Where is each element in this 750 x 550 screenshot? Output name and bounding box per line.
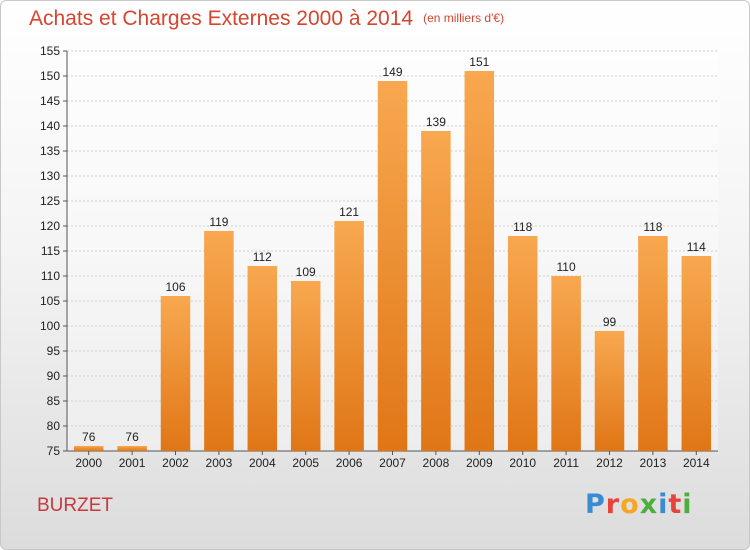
y-tick-label: 80 [47, 419, 61, 433]
bar [160, 296, 191, 451]
bar-value-label: 76 [125, 430, 139, 444]
y-tick-label: 155 [40, 44, 60, 58]
bar [247, 266, 278, 451]
y-tick-label: 100 [40, 319, 60, 333]
bar [464, 71, 495, 451]
logo-letter: P [585, 489, 606, 520]
bar-value-label: 149 [382, 65, 402, 79]
y-tick-label: 145 [40, 94, 60, 108]
logo-letter: t [668, 489, 683, 520]
bar [594, 331, 625, 451]
y-tick-label: 95 [47, 344, 61, 358]
x-tick-label: 2004 [249, 456, 276, 470]
x-tick-label: 2012 [596, 456, 623, 470]
bar-value-label: 151 [469, 55, 489, 69]
bar-value-label: 121 [339, 205, 359, 219]
bar [421, 131, 451, 451]
y-tick-label: 115 [41, 244, 60, 258]
x-tick-label: 2010 [509, 456, 536, 470]
bar [551, 276, 581, 451]
bar-value-label: 118 [643, 220, 662, 234]
y-tick-label: 135 [40, 144, 60, 158]
y-tick-label: 105 [40, 294, 60, 308]
chart-title-text: Achats et Charges Externes 2000 à 2014 [29, 7, 414, 30]
x-tick-label: 2011 [553, 456, 579, 470]
x-tick-label: 2008 [423, 456, 450, 470]
y-tick-label: 150 [40, 69, 60, 83]
bar [117, 446, 147, 451]
bar [507, 236, 538, 451]
bar [73, 446, 104, 451]
bar-value-label: 119 [209, 215, 228, 229]
bar-value-label: 118 [513, 220, 532, 234]
logo-letter: o [620, 489, 640, 520]
x-tick-label: 2000 [75, 456, 102, 470]
bar-value-label: 112 [253, 250, 272, 264]
bar-value-label: 110 [557, 260, 576, 274]
logo-letter: i [658, 489, 669, 520]
bar [334, 221, 364, 451]
y-tick-label: 140 [40, 119, 60, 133]
y-tick-label: 75 [47, 444, 61, 458]
proxiti-logo: Proxiti [585, 489, 693, 520]
town-name: BURZET [37, 495, 113, 516]
bar [377, 81, 408, 451]
bar-value-label: 114 [687, 240, 706, 254]
y-tick-label: 130 [40, 169, 60, 183]
x-tick-label: 2002 [162, 456, 189, 470]
y-tick-label: 85 [47, 394, 61, 408]
bar [638, 236, 668, 451]
logo-letter: i [682, 489, 693, 520]
bar-value-label: 106 [165, 280, 185, 294]
x-tick-label: 2009 [466, 456, 493, 470]
x-tick-label: 2014 [683, 456, 710, 470]
x-tick-label: 2013 [640, 456, 667, 470]
y-tick-label: 125 [40, 194, 60, 208]
y-tick-label: 90 [47, 369, 61, 383]
x-tick-label: 2007 [379, 456, 406, 470]
x-tick-label: 2005 [292, 456, 319, 470]
chart-title: Achats et Charges Externes 2000 à 2014 (e… [29, 7, 504, 31]
x-tick-label: 2006 [336, 456, 363, 470]
bar-value-label: 99 [603, 315, 617, 329]
bar-value-label: 109 [296, 265, 316, 279]
x-tick-label: 2001 [119, 456, 146, 470]
x-tick-label: 2003 [206, 456, 233, 470]
bar-value-label: 139 [426, 115, 446, 129]
bar [290, 281, 321, 451]
bar [681, 256, 712, 451]
y-tick-label: 110 [41, 269, 60, 283]
bar [204, 231, 234, 451]
logo-letter: r [605, 489, 621, 520]
bar-value-label: 76 [82, 430, 96, 444]
y-tick-label: 120 [40, 219, 60, 233]
chart-unit: (en milliers d'€) [423, 11, 505, 25]
logo-letter: x [639, 489, 659, 520]
